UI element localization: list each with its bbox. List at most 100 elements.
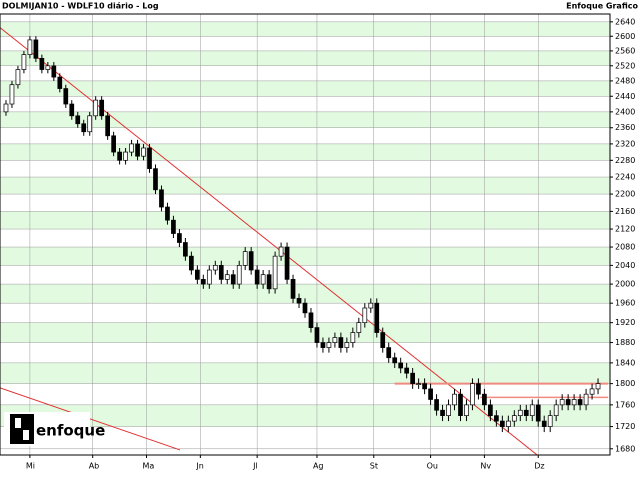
x-tick-label: Dz: [534, 462, 544, 471]
candle-body: [416, 383, 421, 385]
candle-body: [206, 269, 212, 285]
band: [0, 247, 610, 266]
candle-body: [338, 337, 344, 348]
candle-body: [224, 274, 230, 280]
candle-body: [404, 367, 410, 374]
candle-body: [105, 115, 110, 137]
candle-body: [69, 103, 75, 117]
y-tick-label: 2640: [615, 17, 635, 26]
band: [0, 143, 610, 161]
candle-body: [87, 115, 93, 133]
x-tick-label: Ma: [143, 462, 155, 471]
candle-body: [380, 332, 386, 348]
candle-body: [111, 135, 116, 153]
band: [0, 322, 610, 343]
candle-body: [159, 189, 164, 208]
candle-body: [177, 233, 182, 243]
trendline: [0, 27, 539, 455]
candle-body: [326, 342, 332, 348]
candle-body: [464, 404, 469, 416]
x-tick-label: Jl: [252, 462, 258, 471]
band: [0, 194, 610, 212]
candle-body: [332, 337, 338, 343]
candle-body: [45, 65, 51, 70]
band: [0, 50, 610, 66]
y-tick-label: 2440: [615, 92, 635, 101]
candle-body: [428, 388, 433, 400]
candle-body: [446, 404, 451, 416]
candle-body: [296, 298, 302, 304]
y-tick-label: 2320: [615, 139, 635, 148]
candle-body: [93, 99, 99, 117]
band: [0, 265, 610, 285]
candle-body: [75, 115, 81, 125]
candle-body: [33, 39, 39, 59]
y-tick-label: 2120: [615, 225, 635, 234]
candle-body: [272, 255, 278, 290]
candle-body: [266, 274, 272, 290]
candle-body: [356, 322, 362, 333]
x-tick-label: Nv: [480, 462, 491, 471]
candle-body: [488, 404, 493, 416]
band: [0, 342, 610, 363]
candle-body: [559, 399, 565, 406]
candle-body: [511, 415, 517, 422]
candle-body: [242, 251, 248, 266]
candle-body: [577, 399, 583, 406]
candle-body: [583, 393, 589, 406]
band: [0, 65, 610, 81]
candle-body: [123, 151, 128, 161]
candle-body: [392, 357, 398, 364]
y-tick-label: 1720: [615, 422, 635, 431]
band: [0, 229, 610, 248]
y-tick-label: 2200: [615, 190, 635, 199]
candle-body: [236, 265, 242, 285]
candle-body: [541, 420, 547, 427]
y-tick-label: 2520: [615, 61, 635, 70]
candle-body: [195, 269, 200, 280]
y-tick-label: 2000: [615, 280, 635, 289]
y-tick-label: 2280: [615, 156, 635, 165]
y-tick-label: 1760: [615, 400, 635, 409]
candle-body: [147, 147, 152, 169]
logo-icon-part: [23, 430, 29, 440]
y-tick-label: 1960: [615, 299, 635, 308]
candle-body: [368, 302, 374, 309]
candle-body: [218, 265, 224, 280]
candle-body: [535, 404, 541, 422]
candle-body: [476, 383, 481, 395]
y-tick-label: 2360: [615, 123, 635, 132]
logo-icon-part: [15, 418, 21, 428]
logo-text: enfoque: [36, 422, 105, 440]
band: [0, 160, 610, 178]
candle-body: [374, 302, 380, 333]
y-tick-label: 1880: [615, 338, 635, 347]
candle-body: [15, 69, 21, 86]
y-tick-label: 2080: [615, 243, 635, 252]
x-tick-label: Jn: [195, 462, 203, 471]
candle-body: [200, 279, 206, 285]
candle-body: [3, 103, 9, 113]
y-tick-label: 2400: [615, 107, 635, 116]
candle-body: [529, 404, 535, 416]
logo-icon: [10, 414, 34, 444]
candle-body: [410, 372, 415, 384]
x-tick-label: St: [370, 462, 378, 471]
axes: 1680 1720 1760 1800 1840 1880 1920 1960 2000 2040…: [26, 17, 635, 470]
candle-body: [452, 393, 457, 406]
band: [0, 211, 610, 230]
band: [0, 111, 610, 128]
candle-body: [189, 255, 194, 271]
candle-body: [21, 54, 27, 70]
x-tick-label: Ab: [89, 462, 100, 471]
candle-body: [248, 251, 254, 271]
plot-border: [0, 13, 611, 456]
candle-body: [81, 123, 87, 133]
candle-body: [386, 347, 392, 359]
candle-body: [165, 206, 170, 221]
candle-body: [153, 168, 158, 191]
x-tick-label: Ag: [313, 462, 324, 471]
chart-title: DOLMIJAN10 - WDLF10 diário - Log: [2, 2, 159, 11]
x-tick-label: Mi: [26, 462, 35, 471]
candle-body: [99, 99, 105, 117]
